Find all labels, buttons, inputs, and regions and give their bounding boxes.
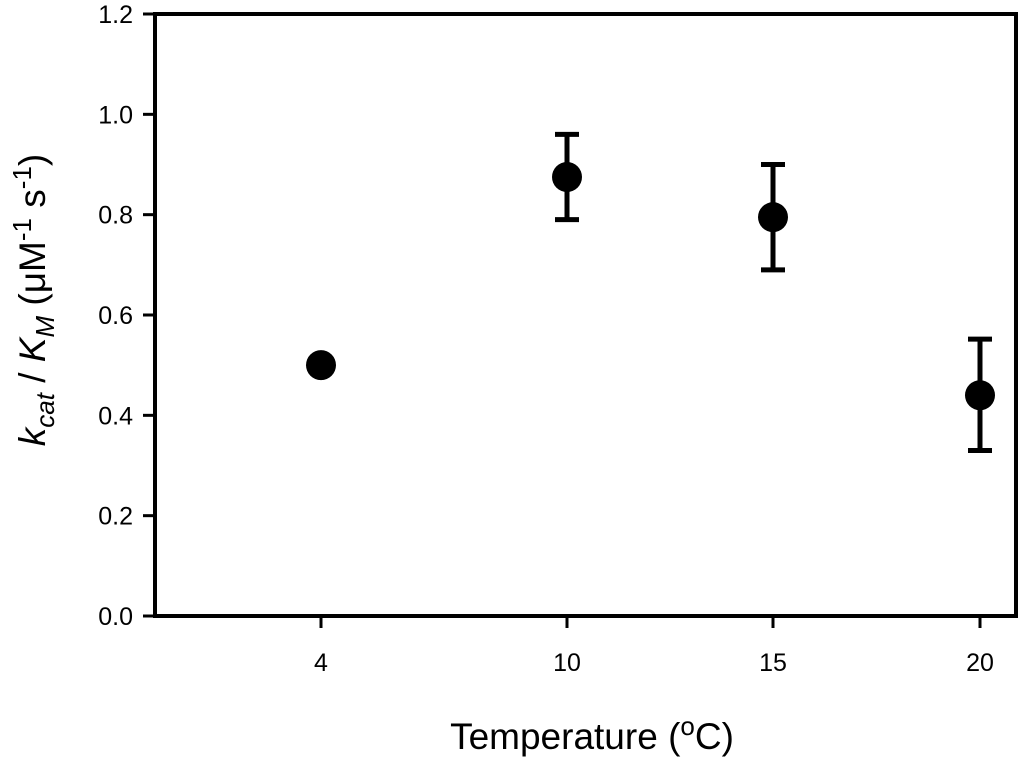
x-axis-title: Temperature (oC)	[450, 711, 734, 757]
data-point	[965, 380, 995, 411]
y-axis-title: kcat / KM (μM-1 s-1)	[7, 154, 60, 447]
data-point	[758, 202, 788, 233]
y-tick-label: 0.2	[98, 503, 133, 531]
data-points	[306, 162, 995, 411]
y-axis-ticks: 0.0 0.2 0.4 0.6 0.8 1.0 1.2	[98, 1, 155, 631]
y-tick-label: 1.2	[98, 1, 133, 29]
plot-area-frame	[153, 12, 1018, 618]
data-point	[552, 162, 582, 193]
x-tick-label: 4	[314, 649, 328, 677]
x-tick-label: 20	[966, 649, 994, 677]
x-tick-label: 15	[759, 649, 787, 677]
x-axis-ticks: 4 10 15 20	[314, 616, 994, 677]
y-tick-label: 0.6	[98, 302, 133, 330]
y-tick-label: 0.8	[98, 202, 133, 230]
error-bars	[555, 131, 992, 453]
y-tick-label: 1.0	[98, 101, 133, 129]
y-tick-label: 0.0	[98, 603, 133, 631]
y-tick-label: 0.4	[98, 402, 133, 430]
data-point	[306, 350, 336, 381]
x-tick-label: 10	[553, 649, 581, 677]
